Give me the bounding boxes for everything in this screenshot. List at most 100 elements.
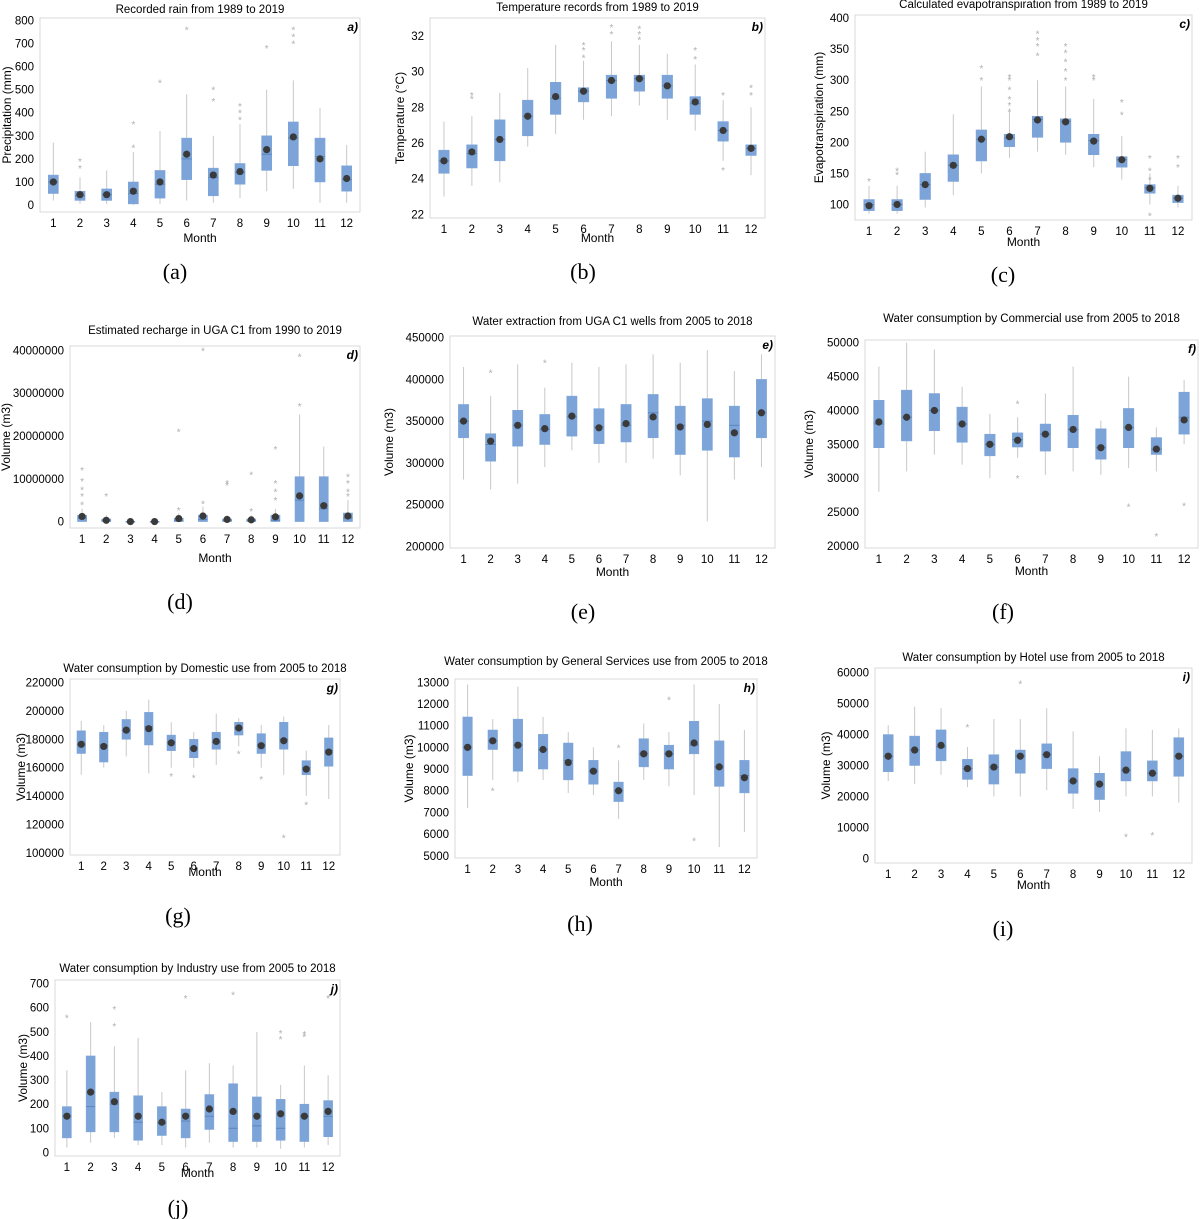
box-month-6: ***: [577, 41, 590, 120]
chart-panel-h: Water consumption by General Services us…: [402, 656, 768, 936]
box-month-4: [149, 517, 160, 526]
y-tick-label: 6000: [423, 829, 449, 841]
box-month-9: *: [663, 696, 674, 787]
mean-marker: [343, 174, 351, 183]
x-tick-label: 3: [103, 218, 109, 230]
mean-marker: [280, 737, 288, 745]
outlier-marker: *: [895, 171, 899, 182]
iqr-box: [275, 1099, 286, 1141]
x-tick-label: 10: [688, 864, 701, 876]
mean-marker: [229, 1107, 237, 1115]
x-tick-label: 12: [322, 1162, 335, 1174]
box-month-12: [341, 145, 352, 203]
outlier-marker: *: [749, 84, 753, 95]
box-month-11: [318, 446, 329, 522]
x-tick-label: 1: [441, 224, 447, 236]
panel-tag: i): [1183, 670, 1190, 684]
outlier-marker: *: [326, 994, 330, 1005]
x-tick-label: 10: [689, 224, 702, 236]
box-month-6: *: [189, 732, 199, 785]
box-month-2: **: [74, 157, 86, 204]
outlier-marker: *: [291, 32, 295, 43]
y-tick-label: 0: [28, 200, 34, 212]
outlier-marker: *: [80, 477, 84, 488]
box-month-12: *: [1178, 379, 1190, 512]
x-tick-label: 1: [876, 554, 882, 566]
outlier-marker: *: [1148, 176, 1152, 187]
plot-frame: [854, 14, 1193, 221]
mean-marker: [277, 1110, 285, 1118]
mean-marker: [199, 512, 207, 520]
x-tick-label: 4: [130, 218, 137, 230]
chart-title: Water consumption by Commercial use from…: [883, 313, 1180, 325]
mean-marker: [320, 502, 328, 510]
x-tick-label: 11: [300, 861, 312, 873]
mean-marker: [156, 178, 164, 186]
iqr-box: [318, 476, 329, 522]
x-tick-label: 5: [565, 864, 571, 876]
mean-marker: [589, 767, 598, 775]
box-month-12: [739, 729, 750, 832]
outlier-marker: *: [231, 990, 235, 1001]
box-month-10: [701, 350, 713, 522]
x-tick-label: 7: [608, 224, 614, 236]
box-month-3: [121, 710, 131, 757]
chart-title: Water consumption by General Services us…: [444, 656, 768, 668]
x-tick-label: 9: [258, 861, 264, 873]
mean-marker: [875, 418, 883, 426]
box-month-9: *: [256, 725, 266, 786]
x-tick-label: 1: [79, 534, 85, 546]
outlier-marker: *: [80, 466, 84, 477]
x-tick-label: 2: [469, 224, 475, 236]
x-tick-label: 6: [590, 864, 596, 876]
box-month-12: **: [745, 84, 757, 176]
y-tick-label: 350000: [406, 416, 444, 428]
outlier-marker: *: [1016, 474, 1020, 485]
mean-marker: [190, 744, 198, 753]
x-tick-label: 7: [615, 864, 621, 876]
outlier-marker: *: [184, 994, 188, 1005]
mean-marker: [158, 1118, 166, 1126]
mean-marker: [150, 517, 159, 526]
mean-marker: [110, 1098, 118, 1106]
mean-marker: [1095, 780, 1104, 788]
x-tick-label: 4: [135, 1162, 142, 1174]
x-tick-label: 3: [515, 554, 521, 566]
mean-marker: [1152, 445, 1160, 453]
mean-marker: [302, 765, 310, 773]
outlier-marker: *: [867, 177, 871, 188]
mean-marker: [514, 741, 522, 749]
box-month-4: [133, 1037, 143, 1146]
mean-marker: [1175, 752, 1183, 760]
x-tick-label: 9: [666, 864, 672, 876]
x-tick-label: 2: [103, 534, 109, 546]
outlier-marker: *: [1148, 154, 1152, 165]
box-month-8: *****: [1060, 42, 1072, 155]
plot-frame: [864, 339, 1199, 549]
x-tick-label: 9: [1091, 226, 1097, 238]
x-tick-label: 6: [200, 534, 206, 546]
x-tick-label: 9: [263, 218, 269, 230]
box-month-3: [512, 686, 523, 783]
x-tick-label: 1: [78, 861, 84, 873]
mean-marker: [1005, 133, 1014, 141]
box-month-9: [252, 1031, 262, 1148]
x-tick-label: 11: [1146, 869, 1158, 881]
mean-marker: [740, 774, 749, 782]
box-month-3: [125, 517, 136, 526]
outlier-marker: *: [238, 109, 242, 120]
box-month-8: ***: [234, 102, 246, 199]
box-month-7: ****: [1031, 30, 1044, 152]
outlier-marker: *: [667, 696, 671, 707]
mean-marker: [884, 752, 892, 760]
box-month-3: [101, 170, 112, 204]
y-tick-label: 11000: [418, 721, 449, 733]
chart-panel-j: Water consumption by Industry use from 2…: [16, 963, 341, 1219]
y-tick-label: 220000: [26, 678, 64, 690]
figure-caption: (i): [993, 916, 1014, 941]
box-month-1: *: [62, 1013, 72, 1148]
box-month-6: *: [1015, 679, 1026, 797]
x-tick-label: 2: [490, 864, 496, 876]
box-month-1: [76, 720, 86, 775]
x-tick-label: 4: [151, 534, 158, 546]
